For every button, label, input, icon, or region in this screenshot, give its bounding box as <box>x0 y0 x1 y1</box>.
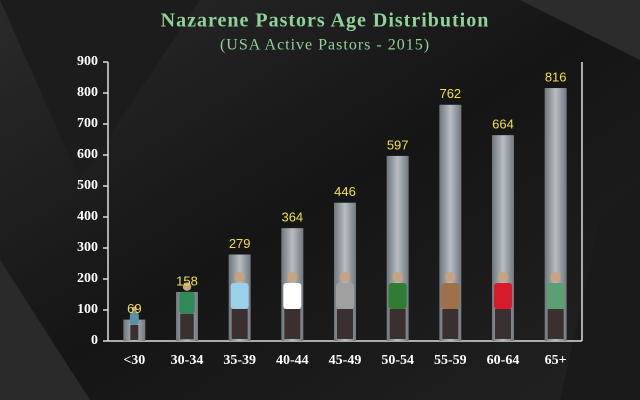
person-icon <box>131 306 137 312</box>
y-tick-label: 200 <box>77 271 98 286</box>
chart-title: Nazarene Pastors Age Distribution <box>161 10 490 32</box>
bar <box>544 88 567 341</box>
person-icon <box>441 283 460 309</box>
y-tick-label: 600 <box>77 147 98 162</box>
person-icon <box>550 272 561 282</box>
value-label: 762 <box>439 86 461 101</box>
person-icon <box>389 309 406 339</box>
bg-shape <box>560 180 640 400</box>
person-icon <box>445 272 456 282</box>
chart-subtitle: (USA Active Pastors - 2015) <box>220 37 430 54</box>
person-icon <box>179 291 195 314</box>
bar <box>439 104 462 341</box>
value-label: 279 <box>229 236 251 251</box>
y-tick-label: 0 <box>91 333 98 348</box>
person-icon <box>392 272 403 282</box>
value-label: 816 <box>545 69 567 84</box>
x-tick-label: 45-49 <box>329 353 362 368</box>
y-tick-label: 100 <box>77 302 98 317</box>
value-label: 69 <box>127 301 141 316</box>
value-label: 664 <box>492 117 514 132</box>
person-icon <box>495 309 511 339</box>
person-icon <box>230 283 249 309</box>
x-tick-label: 30-34 <box>171 353 204 368</box>
person-icon <box>547 309 564 339</box>
person-icon <box>182 282 192 291</box>
bg-shape <box>0 0 200 180</box>
y-tick-label: 700 <box>77 116 98 131</box>
person-icon <box>494 283 512 309</box>
person-icon <box>336 283 354 309</box>
value-label: 158 <box>176 273 198 288</box>
x-tick-label: 35-39 <box>223 353 256 368</box>
value-label: 446 <box>334 184 356 199</box>
x-tick-label: 60-64 <box>487 353 520 368</box>
person-icon <box>340 272 350 282</box>
y-tick-label: 800 <box>77 85 98 100</box>
value-label: 597 <box>387 137 409 152</box>
x-tick-label: 50-54 <box>381 353 414 368</box>
person-icon <box>388 283 407 309</box>
person-icon <box>546 283 565 309</box>
person-icon <box>337 309 353 339</box>
person-icon <box>180 313 194 340</box>
person-icon <box>130 325 139 340</box>
x-tick-label: 55-59 <box>434 353 467 368</box>
x-tick-label: <30 <box>123 353 145 368</box>
person-icon <box>442 309 459 339</box>
x-tick-label: 40-44 <box>276 353 309 368</box>
x-tick-label: 65+ <box>545 353 567 368</box>
person-icon <box>231 309 248 339</box>
y-tick-label: 400 <box>77 209 98 224</box>
person-icon <box>129 312 139 325</box>
person-icon <box>284 309 301 339</box>
person-icon <box>287 272 298 282</box>
value-label: 364 <box>281 210 303 225</box>
bg-shape <box>520 0 640 60</box>
person-icon <box>283 283 302 309</box>
y-tick-label: 900 <box>77 54 98 69</box>
bg-shape <box>0 260 90 400</box>
y-tick-label: 300 <box>77 240 98 255</box>
person-icon <box>234 272 245 282</box>
y-tick-label: 500 <box>77 178 98 193</box>
person-icon <box>498 272 508 282</box>
